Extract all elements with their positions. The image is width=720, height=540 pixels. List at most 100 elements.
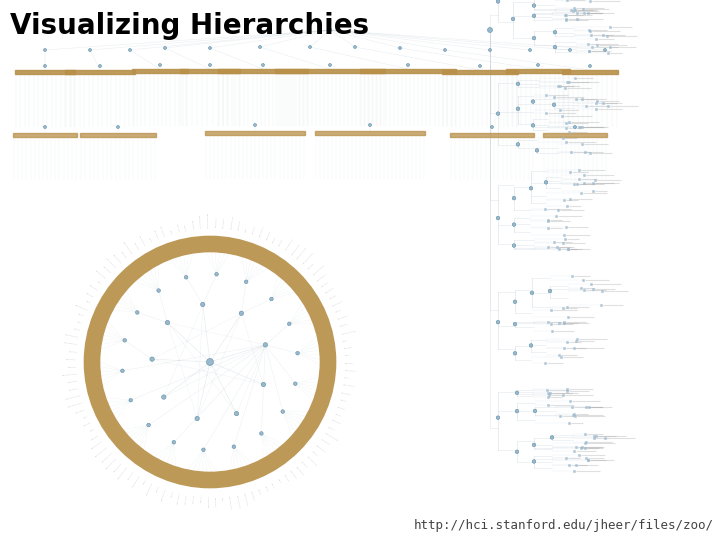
Circle shape: [496, 416, 500, 420]
Text: ______: ______: [66, 356, 76, 360]
Text: ____: ____: [183, 223, 189, 231]
Circle shape: [531, 124, 535, 127]
Bar: [15, 70, 75, 74]
Text: ______: ______: [74, 407, 85, 414]
Bar: [205, 131, 305, 135]
Text: _____: _____: [276, 238, 284, 247]
Circle shape: [529, 186, 533, 190]
Text: ____: ____: [154, 485, 160, 493]
Text: _____: _____: [305, 262, 315, 271]
Circle shape: [260, 431, 264, 435]
Circle shape: [253, 124, 256, 126]
Circle shape: [328, 28, 332, 32]
Circle shape: [129, 399, 132, 402]
Circle shape: [43, 64, 47, 68]
Text: ____: ____: [270, 480, 276, 488]
Circle shape: [195, 416, 199, 421]
Circle shape: [532, 4, 536, 8]
Text: ____: ____: [327, 423, 336, 430]
Circle shape: [244, 280, 248, 284]
Text: _______: _______: [112, 461, 122, 473]
Text: ________: ________: [158, 488, 167, 502]
Circle shape: [269, 297, 273, 301]
Circle shape: [163, 46, 166, 50]
Text: ____: ____: [333, 307, 341, 314]
Circle shape: [544, 180, 548, 184]
Bar: [218, 69, 308, 73]
Text: ________: ________: [89, 439, 103, 450]
Circle shape: [99, 64, 102, 68]
Circle shape: [532, 443, 536, 447]
Circle shape: [512, 223, 516, 226]
Text: _____: _____: [120, 249, 128, 258]
Circle shape: [147, 423, 150, 427]
Text: _____: _____: [327, 293, 337, 300]
Text: ______: ______: [153, 228, 160, 239]
Text: ______: ______: [323, 285, 335, 294]
Text: ____: ____: [256, 486, 263, 494]
Text: _____: _____: [320, 280, 329, 288]
Circle shape: [513, 322, 517, 326]
Bar: [543, 133, 607, 137]
Circle shape: [239, 311, 243, 315]
Circle shape: [532, 14, 536, 18]
Circle shape: [603, 49, 606, 51]
Text: _______: _______: [315, 442, 327, 453]
Circle shape: [354, 45, 356, 49]
Circle shape: [209, 46, 212, 50]
Text: _______: _______: [342, 382, 355, 388]
Circle shape: [215, 273, 218, 276]
Text: ___: ___: [76, 319, 83, 324]
Text: _____: _____: [68, 348, 76, 353]
Text: ______: ______: [214, 218, 218, 228]
Text: ___: ___: [342, 338, 348, 342]
Circle shape: [261, 382, 266, 387]
Text: _____: _____: [85, 289, 94, 297]
Text: ______: ______: [190, 218, 196, 230]
Text: ________: ________: [305, 454, 318, 466]
Text: _____: _____: [250, 226, 256, 235]
Text: ________: ________: [282, 238, 294, 252]
Bar: [275, 69, 385, 73]
Text: ________: ________: [94, 267, 107, 279]
Text: _________: _________: [300, 251, 314, 266]
Text: ______: ______: [250, 489, 256, 500]
Text: ____: ____: [77, 311, 85, 318]
Text: ______: ______: [221, 218, 226, 229]
Text: _________: _________: [341, 328, 356, 335]
Text: ________: ________: [73, 301, 88, 310]
Text: ____: ____: [310, 448, 318, 455]
Text: ________: ________: [235, 493, 242, 507]
Circle shape: [294, 382, 297, 386]
Circle shape: [553, 45, 557, 49]
Text: _____: _____: [67, 363, 76, 368]
Text: ________: ________: [144, 482, 153, 496]
Circle shape: [43, 49, 47, 51]
Circle shape: [532, 460, 536, 463]
Circle shape: [161, 395, 166, 399]
Circle shape: [516, 143, 520, 146]
Text: _________: _________: [294, 246, 307, 260]
Bar: [450, 133, 534, 137]
Text: ___: ___: [81, 414, 88, 420]
Text: ___: ___: [343, 375, 348, 379]
Text: _________: _________: [115, 466, 128, 481]
Text: _________: _________: [93, 445, 107, 458]
Circle shape: [209, 64, 212, 66]
Circle shape: [496, 112, 500, 116]
Circle shape: [123, 339, 127, 342]
Circle shape: [287, 322, 291, 326]
Text: _____: _____: [336, 403, 346, 410]
Circle shape: [398, 46, 402, 50]
Text: ___: ___: [276, 476, 282, 483]
Circle shape: [490, 125, 493, 129]
Text: ___: ___: [96, 279, 103, 285]
Text: ________: ________: [130, 475, 140, 489]
Bar: [132, 69, 188, 73]
Circle shape: [184, 275, 188, 279]
Text: _______: _______: [336, 313, 349, 321]
Circle shape: [166, 320, 170, 325]
Circle shape: [157, 289, 161, 292]
Text: ____: ____: [338, 396, 346, 402]
Circle shape: [281, 410, 284, 413]
